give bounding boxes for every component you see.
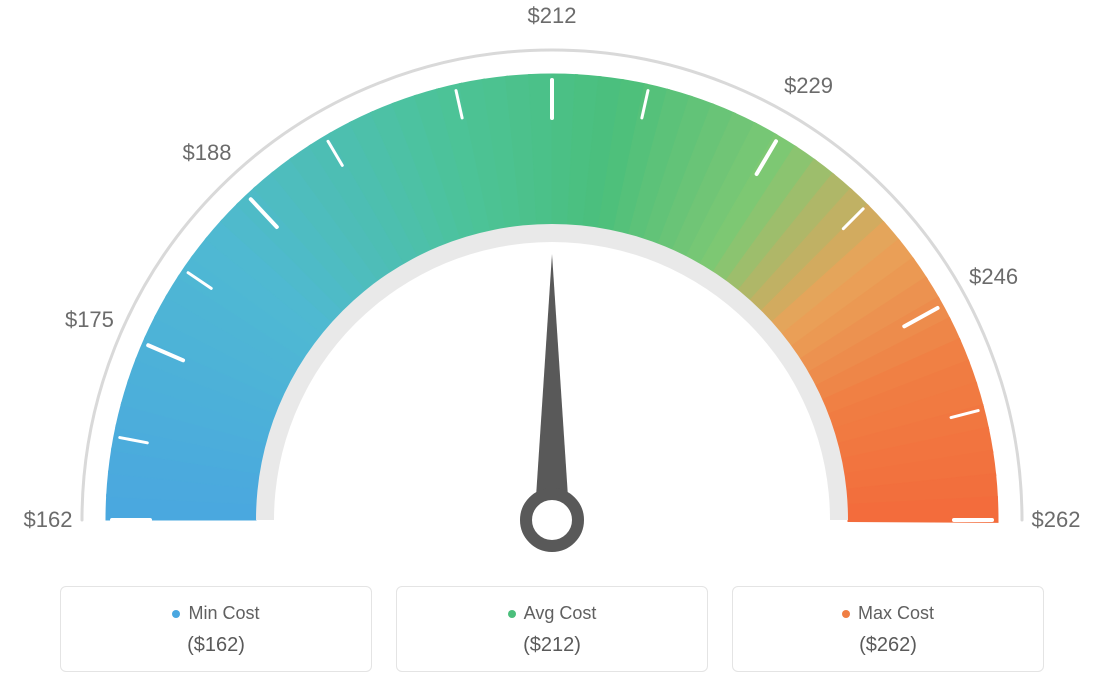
avg-dot-icon	[508, 610, 516, 618]
gauge-svg	[0, 0, 1104, 560]
max-cost-card: Max Cost ($262)	[732, 586, 1044, 672]
gauge-tick-label: $175	[65, 307, 114, 333]
avg-cost-label: Avg Cost	[524, 603, 597, 624]
min-cost-label: Min Cost	[188, 603, 259, 624]
gauge-tick-label: $229	[784, 73, 833, 99]
gauge-tick-label: $246	[969, 264, 1018, 290]
avg-cost-card: Avg Cost ($212)	[396, 586, 708, 672]
gauge-tick-label: $262	[1032, 507, 1081, 533]
max-cost-label: Max Cost	[858, 603, 934, 624]
avg-cost-title: Avg Cost	[508, 603, 597, 624]
min-cost-title: Min Cost	[172, 603, 259, 624]
min-cost-value: ($162)	[71, 634, 361, 657]
gauge-tick-label: $212	[528, 3, 577, 29]
max-cost-title: Max Cost	[842, 603, 934, 624]
min-dot-icon	[172, 610, 180, 618]
summary-cards: Min Cost ($162) Avg Cost ($212) Max Cost…	[60, 586, 1044, 672]
max-cost-value: ($262)	[743, 634, 1033, 657]
gauge-tick-label: $188	[183, 140, 232, 166]
avg-cost-value: ($212)	[407, 634, 697, 657]
max-dot-icon	[842, 610, 850, 618]
min-cost-card: Min Cost ($162)	[60, 586, 372, 672]
gauge-tick-label: $162	[24, 507, 73, 533]
gauge-chart: $162 $175 $188 $212 $229 $246 $262	[0, 0, 1104, 560]
